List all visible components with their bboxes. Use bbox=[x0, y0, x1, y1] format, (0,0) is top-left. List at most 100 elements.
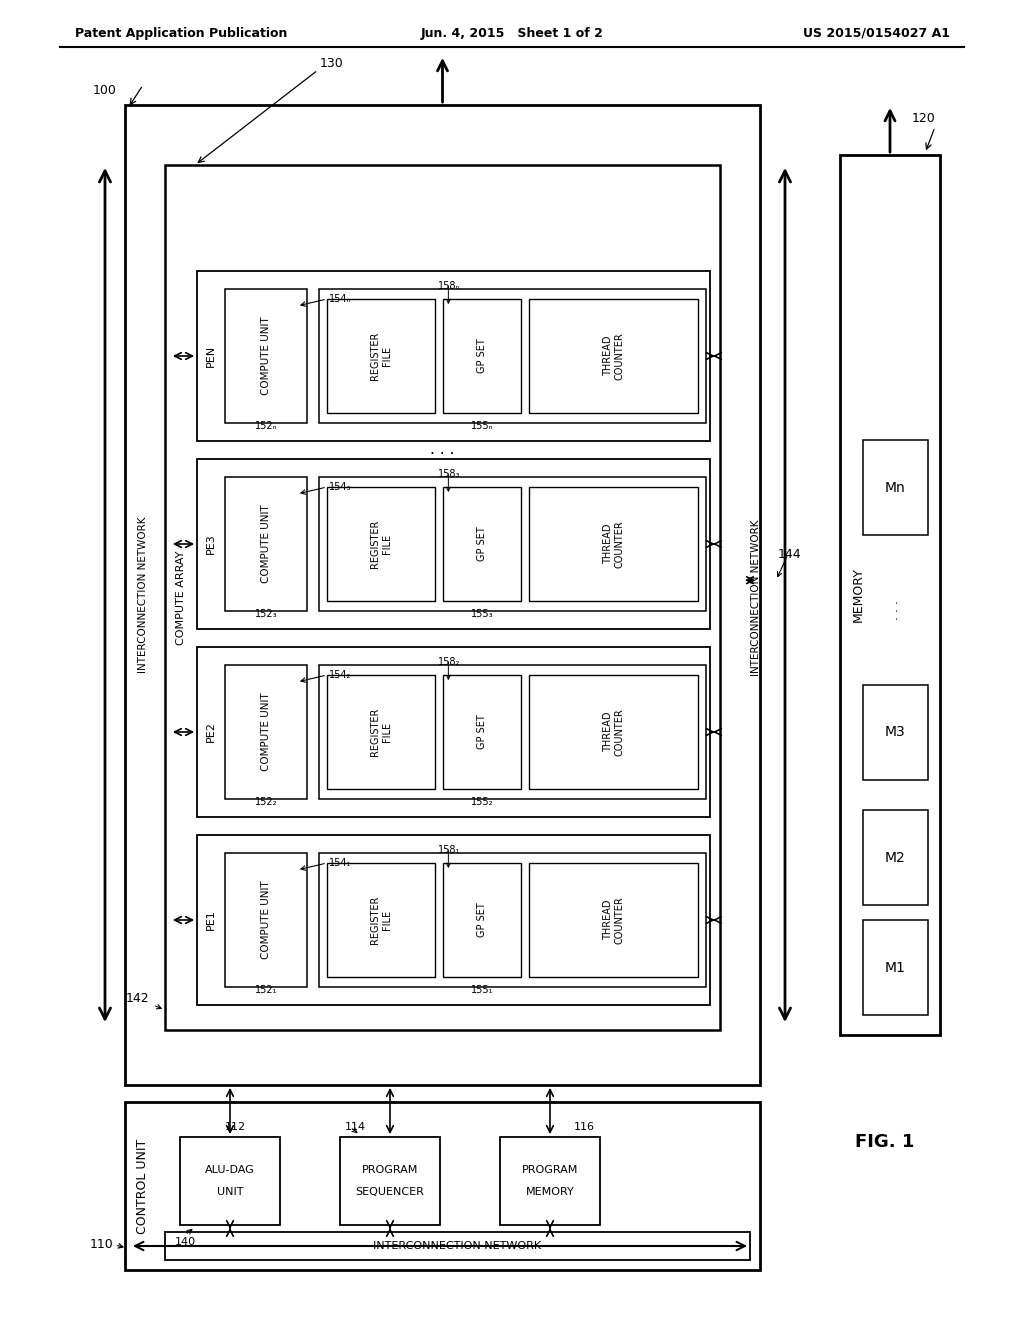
Text: 114: 114 bbox=[345, 1122, 367, 1133]
Text: PE3: PE3 bbox=[206, 533, 216, 554]
Text: ALU-DAG: ALU-DAG bbox=[205, 1166, 255, 1175]
Text: SEQUENCER: SEQUENCER bbox=[355, 1187, 424, 1196]
FancyBboxPatch shape bbox=[443, 300, 521, 413]
Text: COMPUTE UNIT: COMPUTE UNIT bbox=[261, 504, 271, 583]
FancyBboxPatch shape bbox=[862, 810, 928, 906]
Text: COMPUTE UNIT: COMPUTE UNIT bbox=[261, 317, 271, 396]
FancyBboxPatch shape bbox=[197, 647, 710, 817]
Text: Mn: Mn bbox=[885, 480, 905, 495]
Text: GP SET: GP SET bbox=[477, 527, 487, 561]
Text: 158₃: 158₃ bbox=[438, 469, 461, 479]
Text: REGISTER
FILE: REGISTER FILE bbox=[371, 520, 392, 568]
Text: COMPUTE ARRAY: COMPUTE ARRAY bbox=[176, 550, 186, 644]
Text: 155₁: 155₁ bbox=[471, 985, 494, 995]
FancyBboxPatch shape bbox=[319, 853, 706, 987]
Text: 158₂: 158₂ bbox=[438, 657, 461, 667]
FancyBboxPatch shape bbox=[862, 440, 928, 535]
FancyBboxPatch shape bbox=[528, 300, 698, 413]
Text: INTERCONNECTION NETWORK: INTERCONNECTION NETWORK bbox=[138, 516, 148, 673]
Text: 144: 144 bbox=[778, 548, 802, 561]
FancyBboxPatch shape bbox=[197, 271, 710, 441]
Text: M3: M3 bbox=[885, 726, 905, 739]
FancyBboxPatch shape bbox=[125, 1102, 760, 1270]
Text: M2: M2 bbox=[885, 850, 905, 865]
Text: FIG. 1: FIG. 1 bbox=[855, 1133, 914, 1151]
FancyBboxPatch shape bbox=[180, 1137, 280, 1225]
FancyBboxPatch shape bbox=[165, 1232, 750, 1261]
Text: THREAD
COUNTER: THREAD COUNTER bbox=[602, 896, 625, 944]
Text: REGISTER
FILE: REGISTER FILE bbox=[371, 708, 392, 756]
FancyBboxPatch shape bbox=[225, 477, 307, 611]
Text: 152ₙ: 152ₙ bbox=[255, 421, 278, 432]
FancyBboxPatch shape bbox=[125, 106, 760, 1085]
Text: 155₃: 155₃ bbox=[471, 609, 494, 619]
FancyBboxPatch shape bbox=[840, 154, 940, 1035]
FancyBboxPatch shape bbox=[528, 863, 698, 977]
Text: 152₂: 152₂ bbox=[255, 797, 278, 807]
FancyBboxPatch shape bbox=[327, 863, 435, 977]
Text: 154₂: 154₂ bbox=[329, 671, 351, 680]
Text: MEMORY: MEMORY bbox=[852, 568, 864, 623]
Text: 152₁: 152₁ bbox=[255, 985, 278, 995]
Text: Patent Application Publication: Patent Application Publication bbox=[75, 26, 288, 40]
FancyBboxPatch shape bbox=[443, 863, 521, 977]
Text: 154₃: 154₃ bbox=[329, 482, 351, 492]
Text: 154₁: 154₁ bbox=[329, 858, 351, 869]
Text: 142: 142 bbox=[125, 993, 148, 1005]
Text: 110: 110 bbox=[89, 1238, 113, 1251]
FancyBboxPatch shape bbox=[165, 165, 720, 1030]
Text: . . .: . . . bbox=[889, 601, 901, 620]
Text: COMPUTE UNIT: COMPUTE UNIT bbox=[261, 880, 271, 960]
Text: 155₂: 155₂ bbox=[471, 797, 494, 807]
Text: M1: M1 bbox=[885, 961, 905, 974]
FancyBboxPatch shape bbox=[319, 289, 706, 422]
FancyBboxPatch shape bbox=[319, 665, 706, 799]
Text: 158₁: 158₁ bbox=[438, 845, 461, 855]
FancyBboxPatch shape bbox=[862, 920, 928, 1015]
FancyBboxPatch shape bbox=[225, 665, 307, 799]
Text: 154ₙ: 154ₙ bbox=[329, 294, 351, 304]
FancyBboxPatch shape bbox=[443, 487, 521, 601]
Text: 120: 120 bbox=[911, 112, 935, 125]
Text: CONTROL UNIT: CONTROL UNIT bbox=[136, 1138, 150, 1234]
Text: PEN: PEN bbox=[206, 345, 216, 367]
Text: UNIT: UNIT bbox=[217, 1187, 244, 1196]
FancyBboxPatch shape bbox=[528, 487, 698, 601]
Text: INTERCONNECTION NETWORK: INTERCONNECTION NETWORK bbox=[751, 519, 761, 676]
FancyBboxPatch shape bbox=[327, 487, 435, 601]
Text: 155ₙ: 155ₙ bbox=[471, 421, 494, 432]
Text: GP SET: GP SET bbox=[477, 339, 487, 374]
Text: 140: 140 bbox=[175, 1237, 197, 1247]
FancyBboxPatch shape bbox=[340, 1137, 440, 1225]
FancyBboxPatch shape bbox=[225, 853, 307, 987]
Text: PE1: PE1 bbox=[206, 909, 216, 931]
Text: THREAD
COUNTER: THREAD COUNTER bbox=[602, 333, 625, 380]
FancyBboxPatch shape bbox=[327, 675, 435, 789]
Text: GP SET: GP SET bbox=[477, 903, 487, 937]
Text: 100: 100 bbox=[93, 84, 117, 96]
Text: PROGRAM: PROGRAM bbox=[522, 1166, 579, 1175]
Text: Jun. 4, 2015   Sheet 1 of 2: Jun. 4, 2015 Sheet 1 of 2 bbox=[421, 26, 603, 40]
FancyBboxPatch shape bbox=[225, 289, 307, 422]
Text: 112: 112 bbox=[224, 1122, 246, 1133]
FancyBboxPatch shape bbox=[197, 836, 710, 1005]
FancyBboxPatch shape bbox=[500, 1137, 600, 1225]
Text: COMPUTE UNIT: COMPUTE UNIT bbox=[261, 693, 271, 771]
FancyBboxPatch shape bbox=[443, 675, 521, 789]
Text: GP SET: GP SET bbox=[477, 714, 487, 750]
FancyBboxPatch shape bbox=[862, 685, 928, 780]
Text: THREAD
COUNTER: THREAD COUNTER bbox=[602, 708, 625, 756]
Text: 130: 130 bbox=[319, 57, 344, 70]
Text: 152₃: 152₃ bbox=[255, 609, 278, 619]
Text: 116: 116 bbox=[574, 1122, 595, 1133]
Text: 158ₙ: 158ₙ bbox=[438, 281, 461, 290]
FancyBboxPatch shape bbox=[319, 477, 706, 611]
Text: . . .: . . . bbox=[430, 442, 455, 458]
Text: THREAD
COUNTER: THREAD COUNTER bbox=[602, 520, 625, 568]
FancyBboxPatch shape bbox=[528, 675, 698, 789]
Text: REGISTER
FILE: REGISTER FILE bbox=[371, 331, 392, 380]
Text: INTERCONNECTION NETWORK: INTERCONNECTION NETWORK bbox=[374, 1241, 542, 1251]
Text: US 2015/0154027 A1: US 2015/0154027 A1 bbox=[803, 26, 950, 40]
Text: PE2: PE2 bbox=[206, 722, 216, 742]
Text: REGISTER
FILE: REGISTER FILE bbox=[371, 896, 392, 944]
